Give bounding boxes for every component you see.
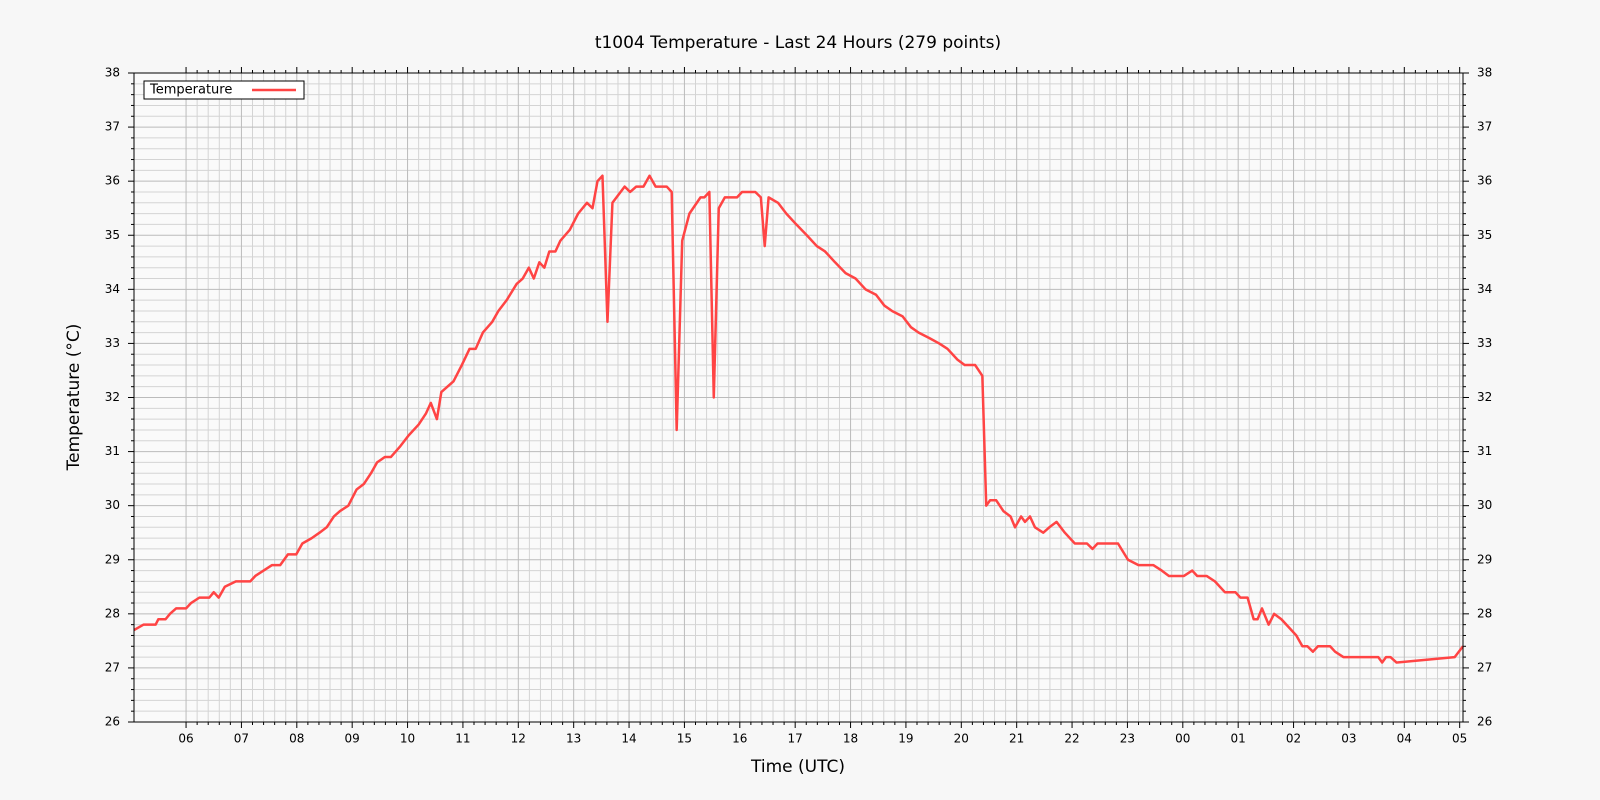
chart-title: t1004 Temperature - Last 24 Hours (279 p… [595,33,1001,53]
y-tick-label: 30 [105,498,120,512]
legend: Temperature [143,80,305,100]
x-tick-label: 10 [400,732,415,746]
y2-tick-label: 34 [1477,282,1492,296]
x-tick-label: 14 [621,732,636,746]
y-tick-label: 35 [105,228,120,242]
y2-tick-label: 28 [1477,606,1492,620]
y-tick-label: 36 [105,174,120,188]
x-tick-label: 00 [1175,732,1190,746]
y2-tick-label: 31 [1477,444,1492,458]
x-tick-label: 09 [345,732,360,746]
x-tick-label: 12 [511,732,526,746]
x-axis-label: Time (UTC) [750,757,845,777]
y-tick-label: 29 [105,552,120,566]
y2-tick-label: 37 [1477,120,1492,134]
y2-tick-label: 27 [1477,660,1492,674]
x-tick-label: 08 [289,732,304,746]
x-tick-label: 22 [1064,732,1079,746]
y2-tick-label: 38 [1477,66,1492,80]
x-tick-label: 18 [843,732,858,746]
line-series [133,174,1464,664]
y-tick-label: 34 [105,282,120,296]
x-tick-label: 23 [1120,732,1135,746]
y-tick-label: 33 [105,336,120,350]
x-tick-label: 02 [1286,732,1301,746]
y-tick-label: 32 [105,390,120,404]
y2-tick-label: 33 [1477,336,1492,350]
x-tick-label: 15 [677,732,692,746]
y2-tick-label: 30 [1477,498,1492,512]
x-tick-label: 07 [234,732,249,746]
y2-tick-label: 32 [1477,390,1492,404]
x-tick-label: 19 [898,732,913,746]
plot-frame [133,72,1464,723]
x-tick-label: 04 [1397,732,1412,746]
y2-tick-label: 36 [1477,174,1492,188]
marks [133,174,1464,664]
y-tick-label: 37 [105,120,120,134]
y2-tick-label: 26 [1477,715,1492,729]
legend-box [143,80,305,100]
x-tick-label: 21 [1009,732,1024,746]
y2-tick-label: 35 [1477,228,1492,242]
y2-tick-label: 29 [1477,552,1492,566]
x-tick-label: 06 [178,732,193,746]
x-tick-label: 13 [566,732,581,746]
y-tick-label: 27 [105,660,120,674]
y-tick-label: 31 [105,444,120,458]
x-tick-label: 01 [1231,732,1246,746]
x-tick-label: 20 [954,732,969,746]
x-tick-label: 16 [732,732,747,746]
legend-label: Temperature [149,83,232,98]
x-tick-label: 17 [788,732,803,746]
y-tick-label: 38 [105,66,120,80]
x-tick-label: 03 [1341,732,1356,746]
x-tick-label: 11 [455,732,470,746]
y-axis-label: Temperature (°C) [64,324,84,472]
y-tick-label: 28 [105,606,120,620]
y-tick-label: 26 [105,715,120,729]
x-tick-label: 05 [1452,732,1467,746]
